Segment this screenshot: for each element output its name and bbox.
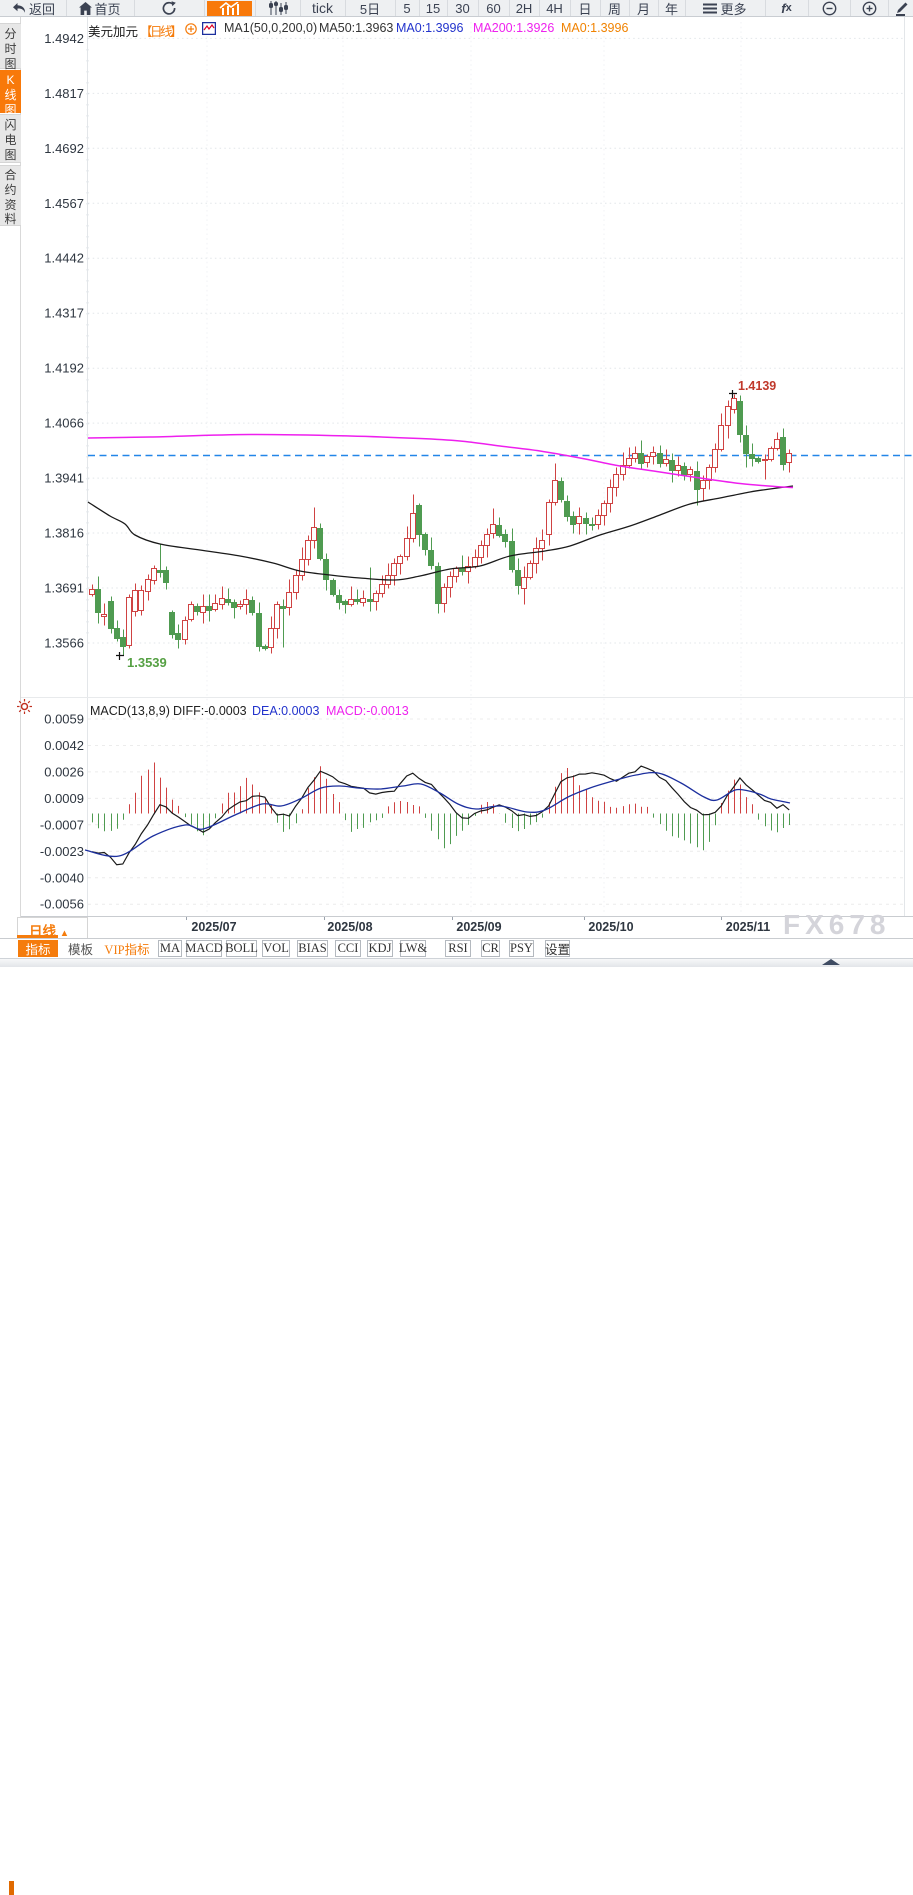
svg-text:1.4942: 1.4942 — [44, 31, 84, 46]
svg-text:1.3816: 1.3816 — [44, 526, 84, 541]
svg-text:-0.0040: -0.0040 — [40, 870, 84, 885]
svg-text:0.0059: 0.0059 — [44, 712, 84, 727]
svg-text:0.0042: 0.0042 — [44, 738, 84, 753]
svg-text:-0.0007: -0.0007 — [40, 817, 84, 832]
svg-text:1.3566: 1.3566 — [44, 636, 84, 651]
svg-text:1.3941: 1.3941 — [44, 471, 84, 486]
svg-text:1.3691: 1.3691 — [44, 581, 84, 596]
svg-text:1.4139: 1.4139 — [738, 379, 776, 393]
svg-text:1.3539: 1.3539 — [127, 655, 167, 670]
svg-text:-0.0023: -0.0023 — [40, 844, 84, 859]
svg-text:1.4817: 1.4817 — [44, 86, 84, 101]
svg-text:1.4567: 1.4567 — [44, 196, 84, 211]
svg-text:0.0026: 0.0026 — [44, 764, 84, 779]
svg-text:0.0009: 0.0009 — [44, 791, 84, 806]
svg-text:1.4442: 1.4442 — [44, 251, 84, 266]
svg-text:1.4192: 1.4192 — [44, 361, 84, 376]
svg-text:1.4692: 1.4692 — [44, 141, 84, 156]
svg-text:1.4066: 1.4066 — [44, 416, 84, 431]
svg-text:-0.0056: -0.0056 — [40, 897, 84, 912]
svg-text:1.4317: 1.4317 — [44, 306, 84, 321]
